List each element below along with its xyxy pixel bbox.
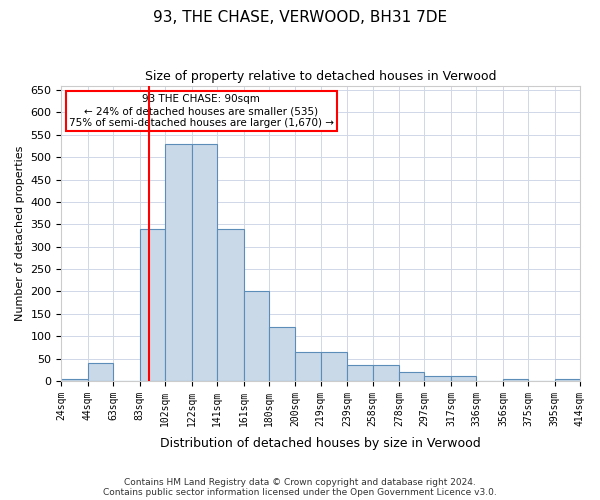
Text: Contains HM Land Registry data © Crown copyright and database right 2024.
Contai: Contains HM Land Registry data © Crown c… xyxy=(103,478,497,497)
Bar xyxy=(61,378,88,381)
Bar xyxy=(321,352,347,381)
X-axis label: Distribution of detached houses by size in Verwood: Distribution of detached houses by size … xyxy=(160,437,481,450)
Bar xyxy=(269,327,295,381)
Bar xyxy=(451,376,476,381)
Text: 93, THE CHASE, VERWOOD, BH31 7DE: 93, THE CHASE, VERWOOD, BH31 7DE xyxy=(153,10,447,25)
Bar xyxy=(295,352,321,381)
Bar xyxy=(373,366,399,381)
Y-axis label: Number of detached properties: Number of detached properties xyxy=(15,146,25,321)
Bar xyxy=(217,229,244,381)
Bar xyxy=(88,363,113,381)
Bar xyxy=(192,144,217,381)
Bar xyxy=(165,144,192,381)
Bar xyxy=(503,378,528,381)
Bar xyxy=(244,292,269,381)
Bar xyxy=(140,229,165,381)
Bar xyxy=(347,366,373,381)
Bar xyxy=(399,372,424,381)
Bar xyxy=(555,378,580,381)
Title: Size of property relative to detached houses in Verwood: Size of property relative to detached ho… xyxy=(145,70,496,83)
Text: 93 THE CHASE: 90sqm
← 24% of detached houses are smaller (535)
75% of semi-detac: 93 THE CHASE: 90sqm ← 24% of detached ho… xyxy=(69,94,334,128)
Bar xyxy=(424,376,451,381)
